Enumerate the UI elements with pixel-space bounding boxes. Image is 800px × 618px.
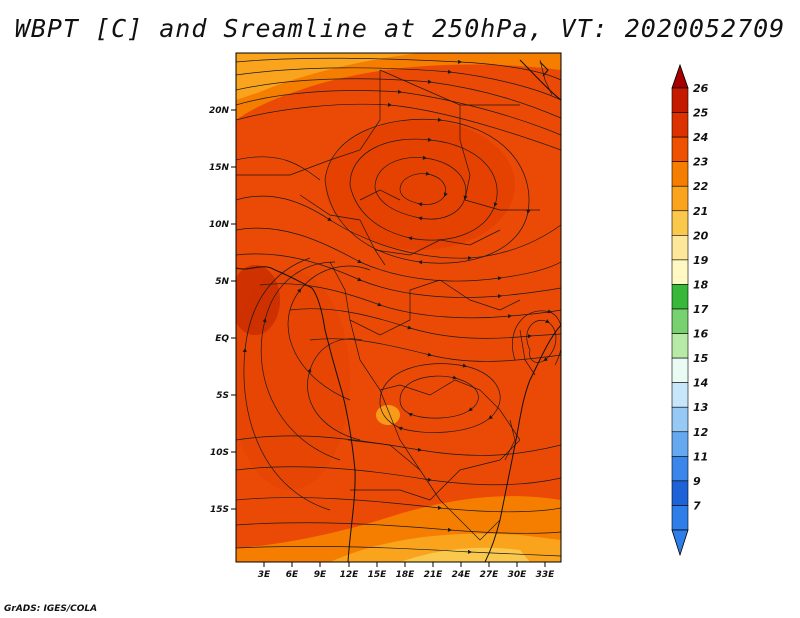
colorbar: 26 25 24 23 22 21 20 19 18 17 16 15 14 13 12 11 9 7 [671, 63, 709, 557]
colorbar-label: 7 [693, 499, 701, 512]
colorbar-label: 26 [693, 82, 709, 95]
lon-label: 30E [508, 570, 528, 580]
lon-label: 3E [258, 570, 271, 580]
colorbar-swatch [671, 406, 689, 433]
colorbar-swatch [671, 112, 689, 138]
lon-label: 33E [536, 570, 556, 580]
colorbar-label: 9 [693, 475, 701, 488]
colorbar-swatch [671, 185, 689, 212]
lon-label: 21E [424, 570, 444, 580]
colorbar-swatch [671, 161, 689, 187]
colorbar-label: 18 [693, 278, 709, 291]
lon-label: 18E [396, 570, 416, 580]
colorbar-label: 19 [693, 254, 709, 267]
colorbar-label: 21 [693, 205, 708, 218]
colorbar-swatch [671, 382, 689, 408]
colorbar-swatch [671, 136, 689, 162]
colorbar-swatch [671, 333, 689, 359]
map-title: WBPT [C] and Sreamline at 250hPa, VT: 20… [14, 14, 786, 43]
colorbar-bottom-arrow [671, 529, 689, 557]
lat-label: 10S [210, 448, 229, 458]
colorbar-label: 12 [693, 426, 709, 439]
colorbar-swatch [671, 357, 689, 383]
colorbar-label: 16 [693, 328, 709, 341]
lat-label: EQ [215, 334, 229, 344]
colorbar-swatch [671, 210, 689, 236]
lat-label: 20N [209, 106, 230, 116]
colorbar-swatch [671, 456, 689, 482]
lon-label: 12E [340, 570, 360, 580]
colorbar-swatch [671, 235, 689, 261]
colorbar-swatch [671, 87, 689, 113]
colorbar-label: 24 [693, 131, 708, 144]
lon-label: 6E [286, 570, 299, 580]
lat-label: 15S [210, 505, 229, 515]
lon-label: 9E [314, 570, 327, 580]
colorbar-top-arrow [671, 63, 689, 89]
colorbar-label: 11 [693, 450, 708, 463]
colorbar-label: 23 [693, 156, 709, 169]
software-credit: GrADS: IGES/COLA [4, 604, 98, 614]
lat-label: 10N [209, 220, 230, 230]
lon-label: 15E [368, 570, 388, 580]
colorbar-label: 13 [693, 401, 709, 414]
colorbar-swatch [671, 431, 689, 457]
map-frame [235, 52, 562, 563]
latitude-axis: 20N 15N 10N 5N EQ 5S 10S 15S [209, 106, 236, 515]
lat-label: 5S [216, 391, 229, 401]
lat-label: 15N [209, 163, 230, 173]
lat-label: 5N [215, 277, 229, 287]
colorbar-swatch [671, 308, 689, 334]
colorbar-label: 22 [693, 180, 709, 193]
colorbar-swatch [671, 480, 689, 506]
wbpt-field [236, 53, 561, 562]
colorbar-swatch [671, 505, 689, 531]
lon-label: 27E [480, 570, 500, 580]
colorbar-label: 17 [693, 303, 709, 316]
colorbar-label: 20 [693, 229, 709, 242]
colorbar-swatch [671, 259, 689, 285]
colorbar-label: 14 [693, 377, 708, 390]
longitude-axis: 3E 6E 9E 12E 15E 18E 21E 24E 27E 30E 33E [258, 562, 555, 580]
colorbar-swatch [671, 284, 689, 310]
colorbar-label: 25 [693, 107, 709, 120]
colorbar-label: 15 [693, 352, 709, 365]
lon-label: 24E [452, 570, 472, 580]
country-borders [236, 59, 553, 541]
streamlines [236, 57, 561, 557]
